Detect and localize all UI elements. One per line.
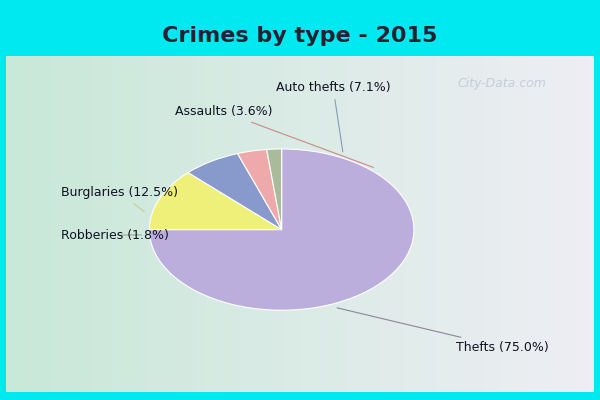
- Text: Thefts (75.0%): Thefts (75.0%): [337, 308, 549, 354]
- Wedge shape: [266, 149, 281, 230]
- Text: Auto thefts (7.1%): Auto thefts (7.1%): [276, 81, 391, 152]
- Text: City-Data.com: City-Data.com: [458, 78, 547, 90]
- Wedge shape: [238, 150, 281, 230]
- Text: Robberies (1.8%): Robberies (1.8%): [61, 229, 169, 242]
- Text: Burglaries (12.5%): Burglaries (12.5%): [61, 186, 178, 212]
- Wedge shape: [149, 172, 281, 230]
- Text: Assaults (3.6%): Assaults (3.6%): [175, 106, 373, 168]
- Wedge shape: [188, 154, 281, 230]
- Text: Crimes by type - 2015: Crimes by type - 2015: [163, 26, 437, 46]
- Wedge shape: [149, 149, 414, 310]
